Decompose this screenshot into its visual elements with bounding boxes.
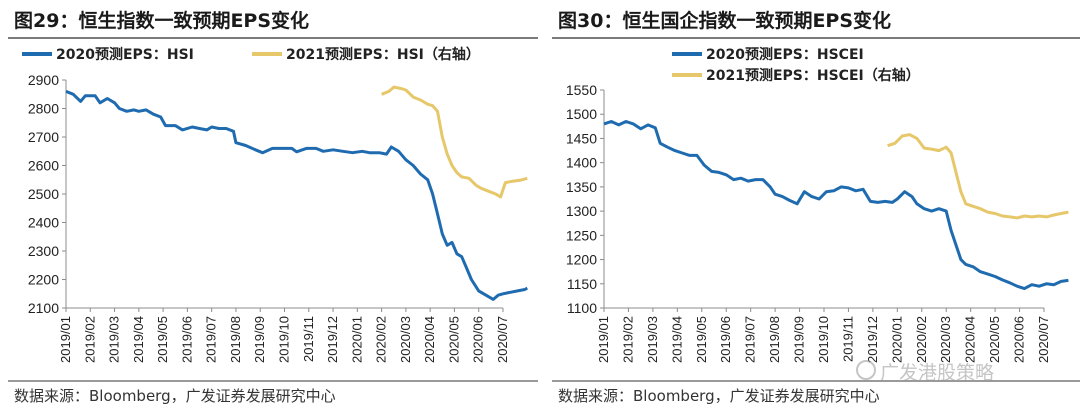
y-tick-label: 2900 (28, 72, 59, 88)
title-rule (8, 37, 538, 39)
watermark-text: 广发港股策略 (880, 362, 995, 384)
y-tick-label: 2400 (28, 215, 59, 231)
y-tick-label: 2200 (28, 272, 59, 288)
x-tick-label: 2019/11 (301, 316, 316, 362)
x-tick-label: 2019/05 (155, 316, 170, 363)
legend-label: 2020预测EPS：HSI (56, 46, 194, 63)
x-tick-label: 2019/09 (792, 316, 807, 363)
x-tick-label: 2020/07 (1036, 316, 1051, 363)
y-tick-label: 2600 (28, 158, 59, 174)
y-tick-label: 1400 (566, 155, 597, 171)
hscei-eps-chart: 1100 1150 1200 1250 1300 1350 1400 1450 1500 1550… (566, 46, 1069, 363)
source-note: 数据来源：Bloomberg，广发证券发展研究中心 (558, 387, 880, 405)
x-tick-label: 2019/12 (325, 316, 340, 363)
x-tick-label: 2019/02 (82, 316, 97, 363)
x-tick-label: 2019/08 (228, 316, 243, 363)
x-tick-label: 2020/06 (1012, 316, 1027, 363)
y-tick-label: 2100 (28, 300, 59, 316)
y-tick-label: 1450 (566, 130, 597, 146)
x-tick-label: 2019/06 (179, 316, 194, 363)
x-tick-label: 2019/03 (107, 316, 122, 363)
x-tick-label: 2020/01 (889, 316, 904, 363)
chart-panel-hsi: 图29：恒生指数一致预期EPS变化 2100 2200 2300 2400 2500 26… (8, 0, 538, 415)
x-tick-label: 2019/07 (204, 316, 219, 363)
x-tick-label: 2019/01 (596, 316, 611, 363)
source-note: 数据来源：Bloomberg，广发证券发展研究中心 (14, 387, 336, 405)
y-tick-label: 1300 (566, 203, 597, 219)
x-tick-label: 2019/09 (252, 316, 267, 363)
source-rule (552, 380, 1080, 382)
x-tick-label: 2019/04 (669, 316, 684, 363)
hsi-eps-chart: 2100 2200 2300 2400 2500 2600 2700 2800 2900 2019… (22, 46, 529, 363)
y-tick-label: 1500 (566, 106, 597, 122)
series-line-2021 (381, 85, 528, 199)
x-tick-label: 2019/10 (277, 316, 292, 363)
y-tick-label: 1150 (567, 276, 597, 292)
source-rule (8, 380, 538, 382)
x-tick-label: 2020/05 (446, 316, 461, 363)
legend-label: 2021预测EPS：HSI（右轴） (286, 46, 480, 63)
x-tick-label: 2020/03 (938, 316, 953, 363)
y-tick-label: 1250 (566, 227, 597, 243)
x-tick-label: 2020/02 (374, 316, 389, 363)
y-tick-label: 1100 (567, 300, 597, 316)
x-tick-label: 2020/04 (963, 316, 978, 363)
chart-title: 图30：恒生国企指数一致预期EPS变化 (558, 10, 892, 32)
series-line-2020 (603, 120, 1069, 291)
y-tick-label: 2300 (28, 243, 59, 259)
x-tick-label: 2019/12 (865, 316, 880, 363)
y-tick-label: 1200 (566, 252, 597, 268)
x-tick-label: 2020/01 (349, 316, 364, 363)
wechat-watermark-icon (856, 360, 876, 380)
x-tick-label: 2019/06 (718, 316, 733, 363)
x-tick-label: 2019/02 (620, 316, 635, 363)
y-tick-label: 2800 (28, 101, 59, 117)
y-tick-label: 2500 (28, 186, 59, 202)
x-tick-label: 2020/02 (914, 316, 929, 363)
x-tick-label: 2019/08 (767, 316, 782, 363)
x-tick-label: 2019/07 (743, 316, 758, 363)
x-tick-label: 2019/01 (58, 316, 73, 363)
x-tick-label: 2020/05 (987, 316, 1002, 363)
chart-panel-hscei: 图30：恒生国企指数一致预期EPS变化 1100 1150 1200 1250 1300… (552, 0, 1080, 415)
legend-label: 2020预测EPS：HSCEI (706, 46, 864, 63)
chart-title: 图29：恒生指数一致预期EPS变化 (14, 10, 310, 32)
x-tick-label: 2019/10 (816, 316, 831, 363)
y-tick-label: 2700 (28, 129, 59, 145)
x-tick-label: 2020/07 (495, 316, 510, 363)
x-tick-label: 2019/11 (840, 316, 855, 362)
x-tick-label: 2019/05 (694, 316, 709, 363)
series-line-2020 (65, 90, 529, 301)
y-tick-label: 1350 (566, 179, 597, 195)
x-tick-label: 2020/03 (398, 316, 413, 363)
title-rule (552, 37, 1080, 39)
legend-label: 2021预测EPS：HSCEI（右轴） (706, 67, 920, 84)
x-tick-label: 2020/06 (471, 316, 486, 363)
x-tick-label: 2019/03 (645, 316, 660, 363)
y-tick-label: 1550 (566, 82, 597, 98)
series-line-2021 (887, 133, 1069, 220)
x-tick-label: 2019/04 (131, 316, 146, 363)
x-tick-label: 2020/04 (422, 316, 437, 363)
